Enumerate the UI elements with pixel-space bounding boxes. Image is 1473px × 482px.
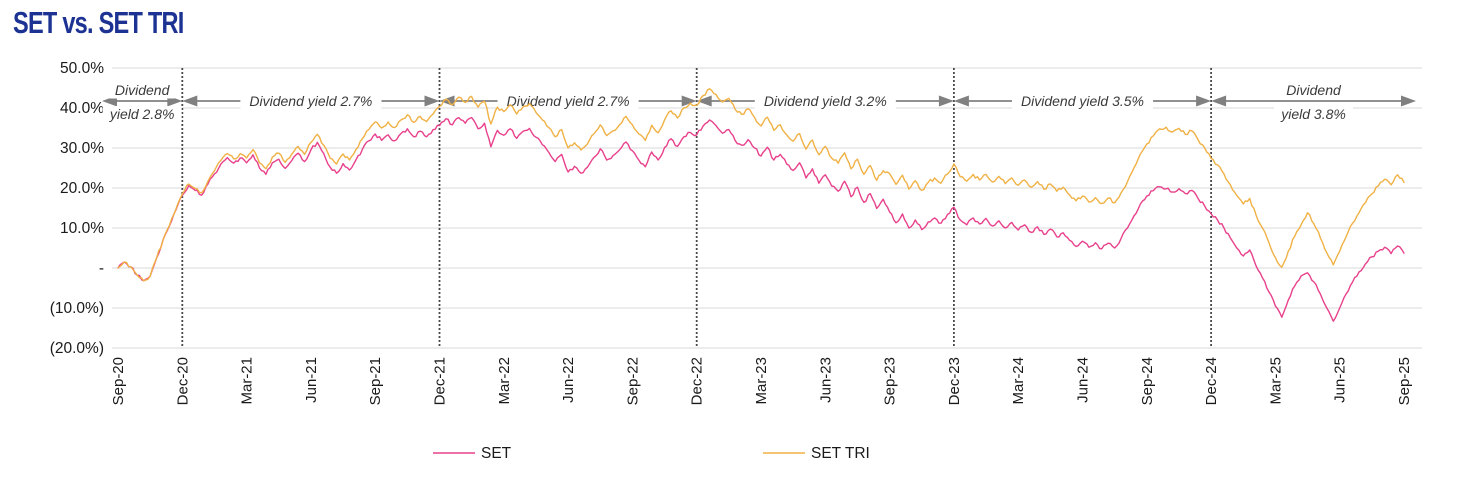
annotation-label: Dividend yield 3.5%: [1021, 93, 1144, 109]
y-axis-tick-label: 10.0%: [60, 220, 104, 237]
x-axis-tick-label: Sep-21: [367, 357, 384, 405]
series-line-set: [117, 116, 1405, 322]
arrow-right-icon: [938, 95, 954, 107]
arrow-left-icon: [953, 95, 969, 107]
annotation-label-bg: [102, 106, 182, 123]
annotation-label-bg: [109, 82, 175, 99]
arrow-right-icon: [681, 95, 697, 107]
annotation-label-bg: [497, 93, 639, 110]
series-line-set-tri: [117, 88, 1405, 282]
legend-item-label: SET TRI: [811, 445, 870, 462]
x-axis-tick-label: Dec-24: [1203, 357, 1220, 405]
x-axis-tick-label: Sep-23: [882, 357, 899, 405]
arrow-left-icon: [182, 95, 198, 107]
x-axis-tick-label: Jun-23: [817, 357, 834, 403]
annotation-label-bg: [754, 93, 896, 110]
x-axis-tick-label: Jun-22: [560, 357, 577, 403]
y-axis-tick-label: 20.0%: [60, 180, 104, 197]
annotation-label-bg: [1274, 106, 1354, 123]
x-axis-tick-label: Dec-20: [174, 357, 191, 405]
legend-item-label: SET: [481, 445, 512, 462]
annotation-label: Dividend: [1286, 82, 1342, 98]
x-axis-tick-label: Mar-23: [753, 357, 770, 405]
annotation-label-bg: [1280, 82, 1347, 99]
x-axis-tick-label: Sep-25: [1396, 357, 1413, 405]
y-axis-tick-label: (20.0%): [50, 340, 104, 357]
x-axis-tick-label: Mar-25: [1267, 357, 1284, 405]
annotation-label: Dividend: [115, 82, 171, 98]
y-axis-tick-label: (10.0%): [50, 300, 104, 317]
arrow-right-icon: [424, 95, 440, 107]
arrow-right-icon: [1401, 95, 1416, 107]
x-axis-tick-label: Jun-25: [1332, 357, 1349, 403]
y-axis-tick-label: 40.0%: [60, 100, 104, 117]
arrow-left-icon: [1211, 95, 1227, 107]
y-axis-tick-label: 50.0%: [60, 60, 104, 77]
arrow-right-icon: [1196, 95, 1212, 107]
x-axis-tick-label: Sep-22: [624, 357, 641, 405]
x-axis-tick-label: Mar-24: [1010, 357, 1027, 405]
y-axis-tick-label: 30.0%: [60, 140, 104, 157]
annotation-label: Dividend yield 2.7%: [507, 93, 630, 109]
arrow-left-icon: [696, 95, 712, 107]
x-axis-tick-label: Dec-23: [946, 357, 963, 405]
x-axis-tick-label: Mar-21: [239, 357, 256, 405]
annotation-label-bg: [1011, 93, 1154, 110]
y-axis-tick-label: -: [99, 260, 104, 277]
annotation-label: yield 2.8%: [109, 106, 175, 122]
x-axis-tick-label: Jun-21: [303, 357, 320, 403]
annotation-label-bg: [240, 93, 382, 110]
x-axis-tick-label: Dec-22: [689, 357, 706, 405]
annotation-label: Dividend yield 2.7%: [249, 93, 372, 109]
annotation-label: yield 3.8%: [1280, 106, 1346, 122]
chart-title: SET vs. SET TRI: [13, 5, 184, 40]
annotation-label: Dividend yield 3.2%: [764, 93, 887, 109]
x-axis-tick-label: Sep-20: [110, 357, 127, 405]
x-axis-tick-label: Sep-24: [1139, 357, 1156, 405]
x-axis-tick-label: Dec-21: [432, 357, 449, 405]
x-axis-tick-label: Mar-22: [496, 357, 513, 405]
x-axis-tick-label: Jun-24: [1075, 357, 1092, 403]
